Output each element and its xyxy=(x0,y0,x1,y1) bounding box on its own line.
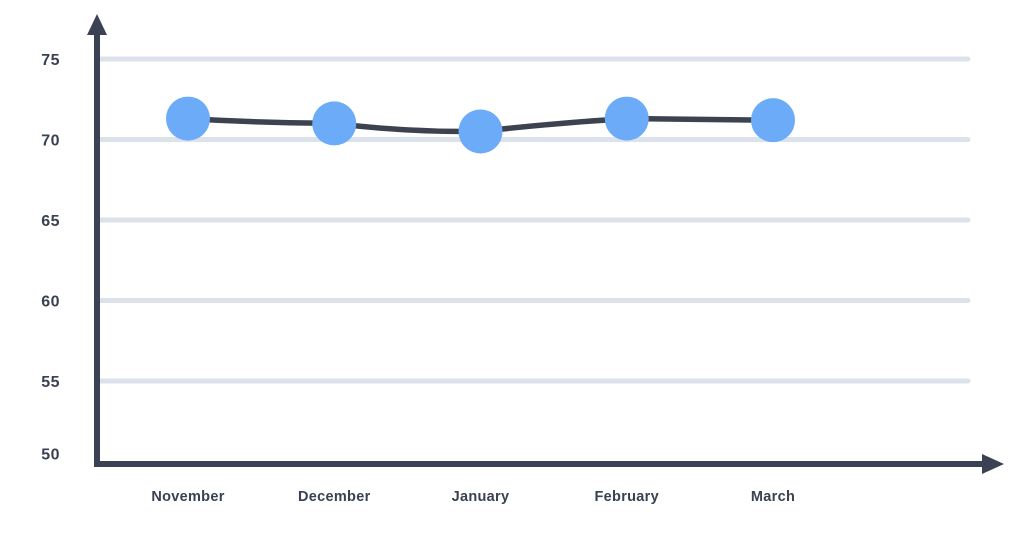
x-axis-label-january: January xyxy=(452,489,510,505)
data-point-november[interactable] xyxy=(166,96,210,141)
data-point-january[interactable] xyxy=(458,109,503,154)
x-axis-arrow-icon xyxy=(982,454,1004,474)
data-point-february[interactable] xyxy=(604,96,649,141)
y-axis-tick-label: 70 xyxy=(41,133,60,150)
y-axis-tick-label: 55 xyxy=(41,374,60,391)
y-axis-arrow-icon xyxy=(87,14,107,35)
series-group xyxy=(166,96,795,154)
x-axis-label-december: December xyxy=(298,489,371,505)
gridlines-group xyxy=(96,56,971,384)
data-point-march[interactable] xyxy=(751,98,795,143)
y-axis-tick-label: 60 xyxy=(41,294,60,311)
axes-group xyxy=(87,14,1004,474)
data-point-december[interactable] xyxy=(312,101,357,146)
y-axis-tick-label: 65 xyxy=(41,213,60,230)
x-axis-label-november: November xyxy=(151,489,224,505)
y-axis-tick-label: 50 xyxy=(41,447,60,464)
axis-labels-group: 75 70 65 60 55 50 November December January Febru… xyxy=(41,52,795,505)
x-axis-label-march: March xyxy=(751,489,795,505)
y-axis-tick-label: 75 xyxy=(41,52,60,69)
x-axis-label-february: February xyxy=(595,489,659,505)
